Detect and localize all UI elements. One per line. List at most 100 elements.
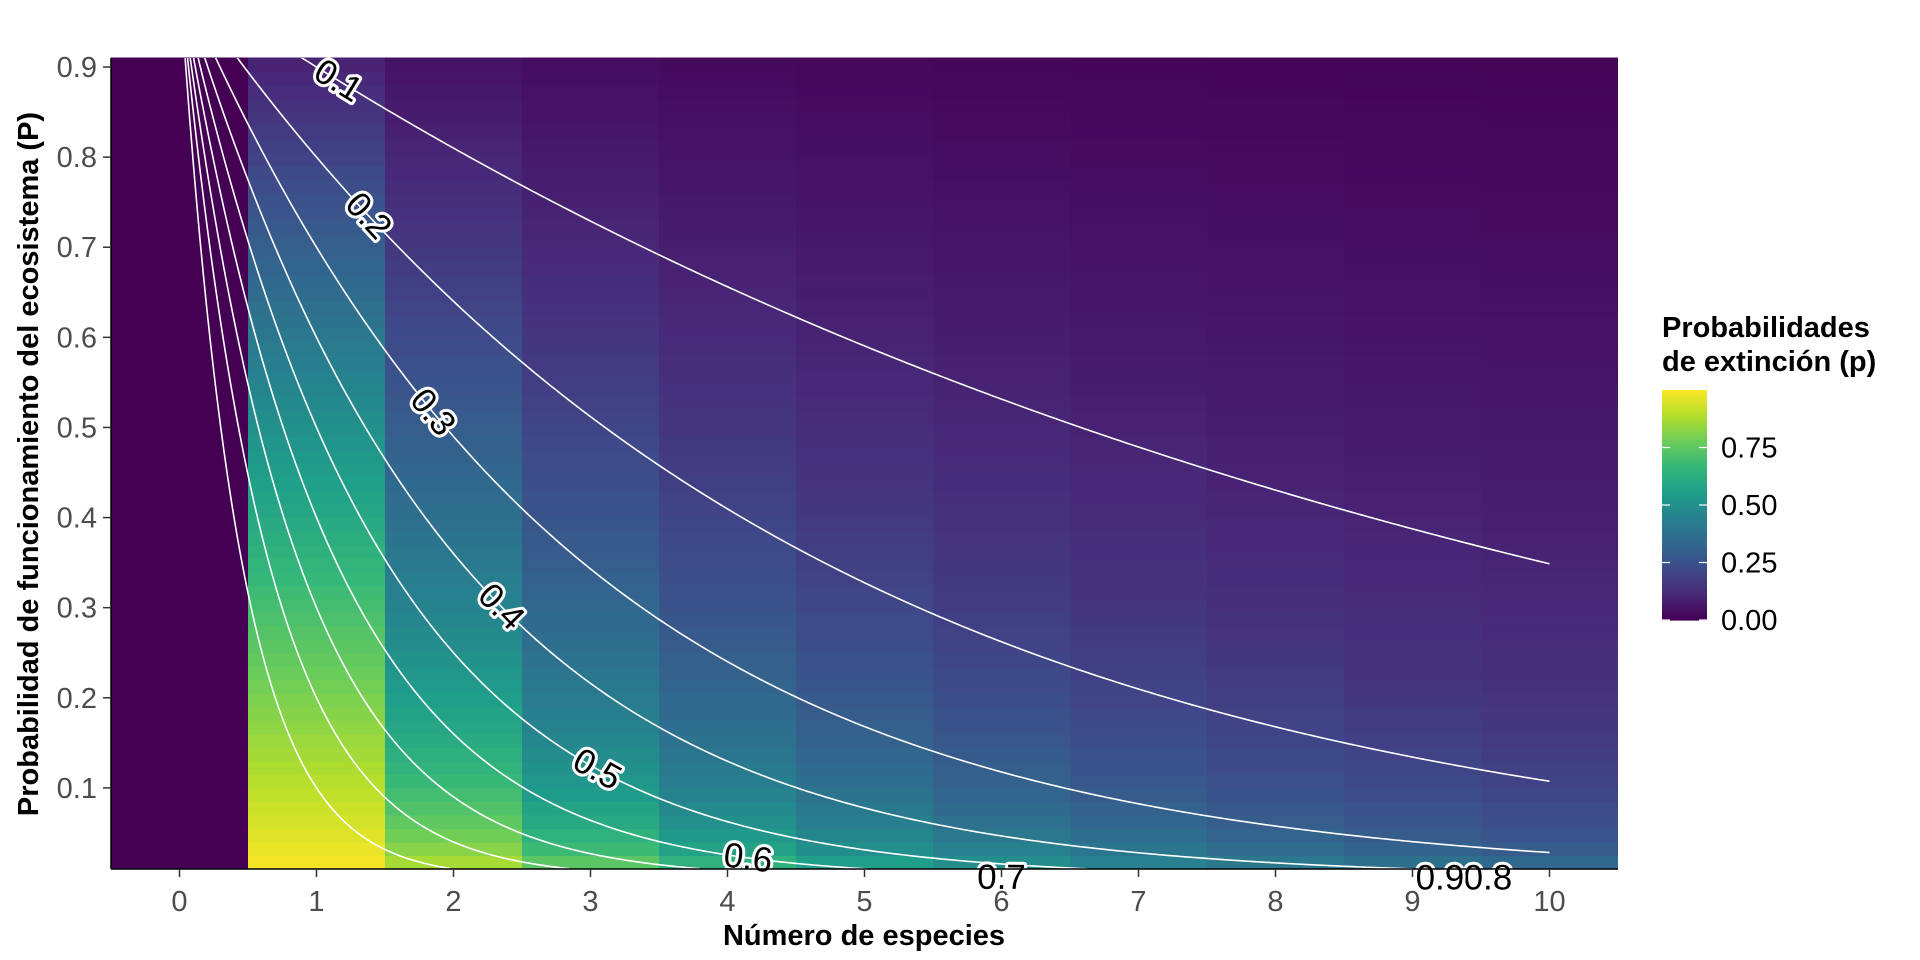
heatmap-cell — [1207, 571, 1344, 586]
heatmap-cell — [1070, 503, 1207, 519]
heatmap-cell — [1070, 246, 1207, 262]
heatmap-cell — [248, 571, 385, 586]
heatmap-cell — [659, 341, 796, 356]
heatmap-cell — [659, 490, 796, 505]
heatmap-cell — [111, 706, 248, 721]
legend-colorbar-segment — [1662, 606, 1707, 610]
heatmap-cell — [796, 179, 933, 194]
heatmap-cell — [1481, 192, 1618, 208]
legend-colorbar-segment — [1662, 541, 1707, 544]
legend-title-line-1: Probabilidades — [1662, 312, 1870, 344]
heatmap-cell — [522, 395, 659, 410]
heatmap-cell — [248, 273, 385, 289]
heatmap-cell — [385, 381, 522, 397]
heatmap-cell — [933, 584, 1070, 600]
heatmap-cell — [1481, 260, 1618, 275]
heatmap-cell — [933, 165, 1070, 181]
heatmap-cell — [385, 841, 522, 856]
heatmap-cell — [933, 760, 1070, 775]
heatmap-cell — [111, 530, 248, 546]
heatmap-cell — [1207, 152, 1344, 167]
heatmap-cell — [1207, 395, 1344, 410]
heatmap-cell — [522, 341, 659, 356]
heatmap-cell — [111, 192, 248, 208]
heatmap-cell — [796, 544, 933, 559]
heatmap-cell — [1481, 463, 1618, 478]
heatmap-cell — [1207, 233, 1344, 248]
heatmap-cell — [1481, 219, 1618, 235]
heatmap-cell — [1481, 827, 1618, 843]
heatmap-cell — [1481, 490, 1618, 505]
heatmap-cell — [933, 679, 1070, 694]
heatmap-cell — [522, 260, 659, 275]
legend-colorbar-segment — [1662, 614, 1707, 617]
heatmap-cell — [1344, 760, 1481, 775]
heatmap-cell — [659, 152, 796, 167]
heatmap-cell — [385, 827, 522, 843]
heatmap-cell — [1344, 381, 1481, 397]
legend-colorbar-segment — [1662, 589, 1707, 592]
heatmap-cell — [385, 733, 522, 748]
heatmap-cell — [933, 246, 1070, 262]
heatmap-cell — [1070, 800, 1207, 816]
heatmap-cell — [248, 490, 385, 505]
heatmap-cell — [522, 476, 659, 492]
legend-colorbar-segment — [1662, 418, 1707, 422]
legend-colorbar-segment — [1662, 581, 1707, 585]
heatmap-cell — [933, 368, 1070, 383]
heatmap-cell — [1207, 381, 1344, 397]
heatmap-cell — [522, 679, 659, 694]
heatmap-cell — [1207, 476, 1344, 492]
heatmap-cell — [933, 814, 1070, 829]
legend-colorbar-segment — [1662, 436, 1707, 439]
legend-colorbar-segment — [1662, 560, 1707, 564]
heatmap-cell — [796, 125, 933, 140]
legend-colorbar-segment — [1662, 420, 1707, 424]
heatmap-cell — [522, 490, 659, 505]
heatmap-cell — [111, 260, 248, 275]
heatmap-cell — [1481, 760, 1618, 775]
heatmap-cell — [1070, 476, 1207, 492]
legend-colorbar-segment — [1662, 405, 1707, 408]
heatmap-cell — [385, 584, 522, 600]
heatmap-cell — [111, 665, 248, 681]
heatmap-cell — [111, 814, 248, 829]
heatmap-cell — [385, 233, 522, 248]
contour-line-0.2 — [236, 58, 1550, 783]
heatmap-cell — [1070, 598, 1207, 613]
heatmap-cell — [659, 719, 796, 735]
heatmap-cell — [933, 503, 1070, 519]
heatmap-cell — [1481, 449, 1618, 464]
heatmap-cell — [248, 449, 385, 464]
heatmap-cell — [111, 395, 248, 410]
heatmap-cell — [111, 557, 248, 573]
heatmap-cell — [659, 692, 796, 708]
heatmap-cell — [1481, 787, 1618, 802]
y-tick-label: 0.9 — [57, 52, 97, 84]
heatmap-cell — [796, 665, 933, 681]
heatmap-cell — [111, 327, 248, 343]
heatmap-cell — [1344, 152, 1481, 167]
heatmap-cell — [796, 652, 933, 667]
heatmap-cell — [796, 327, 933, 343]
heatmap-cell — [1481, 746, 1618, 762]
legend-colorbar-segment — [1662, 529, 1707, 533]
heatmap-cell — [248, 841, 385, 856]
legend-colorbar-segment — [1662, 453, 1707, 456]
heatmap-cell — [1481, 287, 1618, 302]
heatmap-cell — [1481, 719, 1618, 735]
heatmap-cell — [111, 733, 248, 748]
legend-colorbar-segment — [1662, 432, 1707, 435]
heatmap-cell — [933, 449, 1070, 464]
heatmap-cell — [933, 422, 1070, 437]
x-tick-label: 3 — [582, 886, 598, 918]
heatmap-cell — [1344, 517, 1481, 532]
heatmap-cell — [1481, 314, 1618, 329]
heatmap-cell — [522, 760, 659, 775]
heatmap-cell — [1207, 219, 1344, 235]
heatmap-cell — [111, 854, 248, 870]
heatmap-cell — [933, 179, 1070, 194]
heatmap-cell — [1344, 557, 1481, 573]
heatmap-cell — [659, 422, 796, 437]
heatmap-cell — [796, 746, 933, 762]
